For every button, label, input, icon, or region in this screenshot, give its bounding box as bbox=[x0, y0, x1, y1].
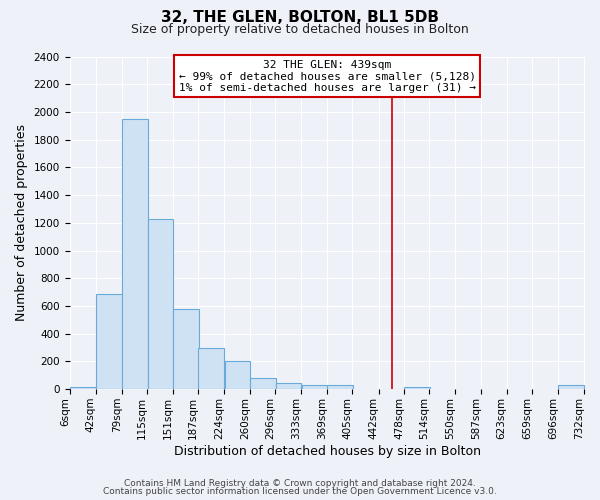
Bar bbox=[199, 348, 224, 389]
Bar bbox=[302, 385, 328, 389]
Text: Contains HM Land Registry data © Crown copyright and database right 2024.: Contains HM Land Registry data © Crown c… bbox=[124, 478, 476, 488]
Bar bbox=[96, 294, 122, 389]
Text: Size of property relative to detached houses in Bolton: Size of property relative to detached ho… bbox=[131, 22, 469, 36]
Bar bbox=[70, 387, 96, 389]
Bar bbox=[559, 384, 584, 389]
Text: 32, THE GLEN, BOLTON, BL1 5DB: 32, THE GLEN, BOLTON, BL1 5DB bbox=[161, 10, 439, 25]
Bar bbox=[148, 218, 173, 389]
Bar bbox=[122, 119, 148, 389]
Bar bbox=[404, 387, 430, 389]
X-axis label: Distribution of detached houses by size in Bolton: Distribution of detached houses by size … bbox=[174, 444, 481, 458]
Bar bbox=[275, 383, 301, 389]
Bar bbox=[224, 361, 250, 389]
Y-axis label: Number of detached properties: Number of detached properties bbox=[15, 124, 28, 322]
Text: Contains public sector information licensed under the Open Government Licence v3: Contains public sector information licen… bbox=[103, 487, 497, 496]
Bar bbox=[327, 386, 353, 389]
Text: 32 THE GLEN: 439sqm
← 99% of detached houses are smaller (5,128)
1% of semi-deta: 32 THE GLEN: 439sqm ← 99% of detached ho… bbox=[179, 60, 476, 93]
Bar bbox=[173, 310, 199, 389]
Bar bbox=[250, 378, 276, 389]
